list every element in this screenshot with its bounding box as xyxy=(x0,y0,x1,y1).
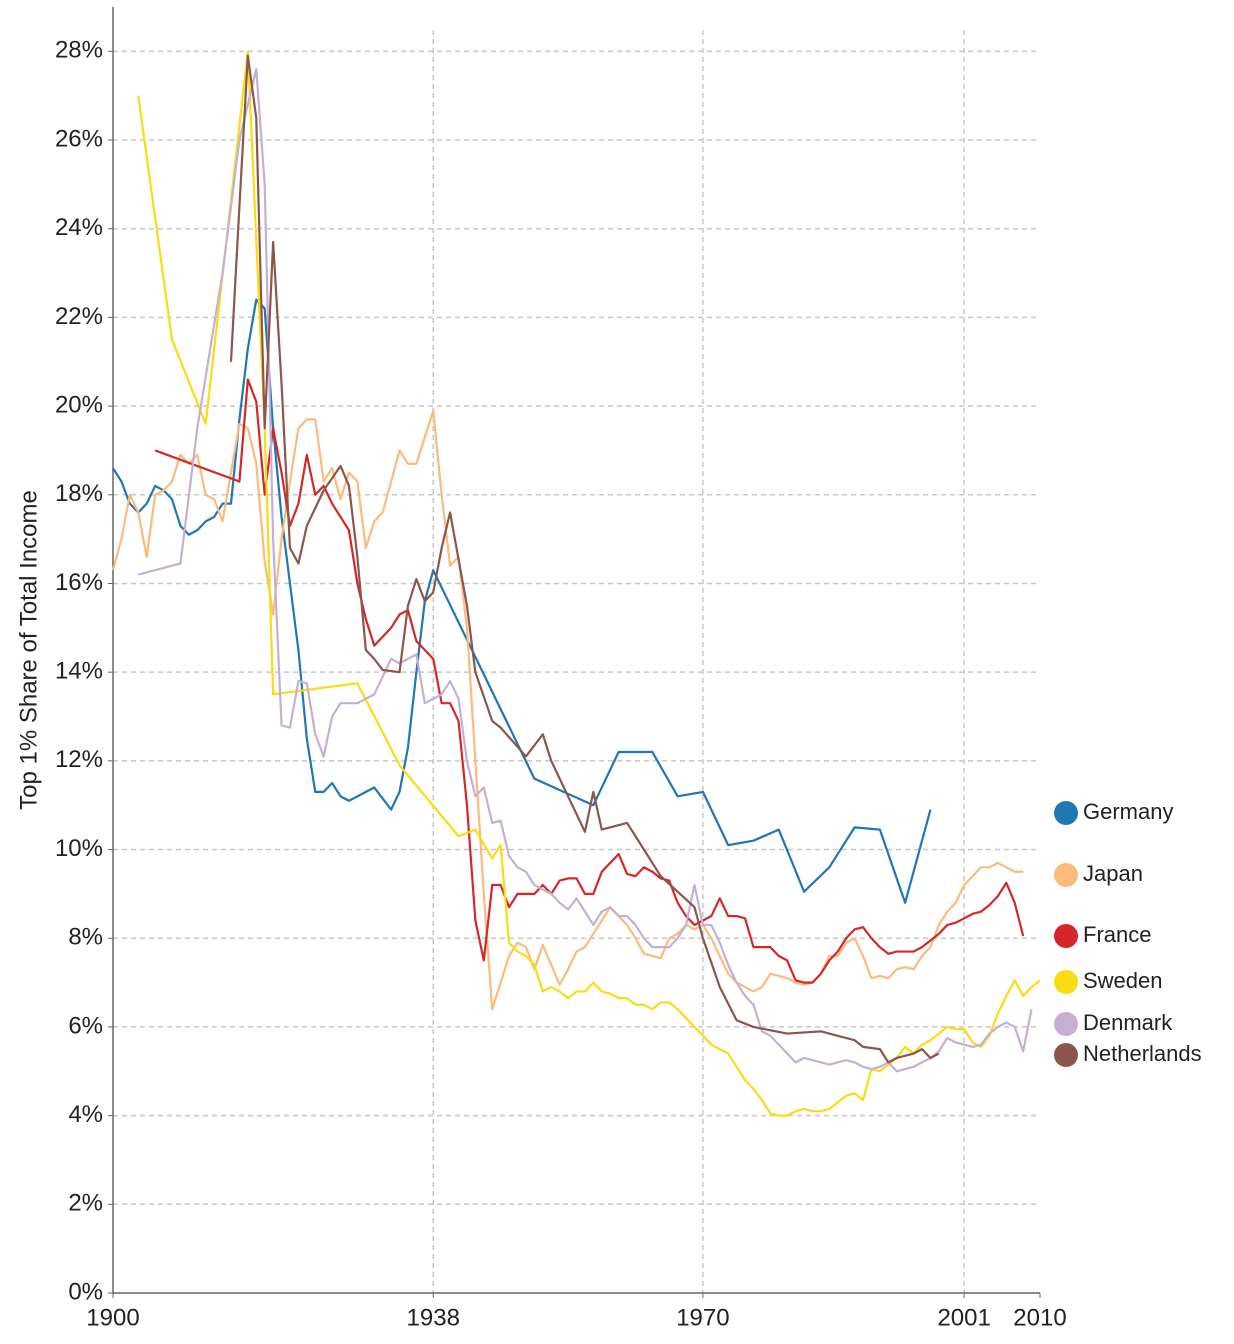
series-line xyxy=(111,409,1024,1011)
y-tick-label: 26% xyxy=(55,125,103,152)
y-tick-label: 24% xyxy=(55,214,103,241)
y-tick-label: 28% xyxy=(55,37,103,64)
legend-label: Netherlands xyxy=(1083,1041,1202,1066)
legend-marker xyxy=(1054,1012,1078,1036)
y-tick-label: 4% xyxy=(68,1101,103,1128)
legend-label: Germany xyxy=(1083,799,1173,824)
legend-marker xyxy=(1054,1043,1078,1067)
legend-marker xyxy=(1054,924,1078,948)
y-tick-label: 20% xyxy=(55,391,103,418)
x-tick-label: 1970 xyxy=(676,1304,729,1331)
y-tick-label: 8% xyxy=(68,924,103,951)
x-tick-label: 2010 xyxy=(1013,1304,1066,1331)
series-line xyxy=(138,67,1033,1073)
y-tick-label: 12% xyxy=(55,746,103,773)
y-tick-label: 10% xyxy=(55,835,103,862)
y-tick-label: 6% xyxy=(68,1012,103,1039)
series-line xyxy=(137,50,1041,1117)
y-tick-label: 14% xyxy=(55,658,103,685)
y-tick-label: 18% xyxy=(55,480,103,507)
y-tick-label: 0% xyxy=(68,1278,103,1305)
legend-label: France xyxy=(1083,922,1151,947)
legend-label: Sweden xyxy=(1083,968,1163,993)
series-line xyxy=(229,54,940,1064)
y-tick-label: 16% xyxy=(55,569,103,596)
legend-marker xyxy=(1054,970,1078,994)
x-tick-label: 2001 xyxy=(937,1304,990,1331)
x-tick-label: 1938 xyxy=(407,1304,460,1331)
x-tick-label: 1900 xyxy=(86,1304,139,1331)
y-tick-label: 2% xyxy=(68,1190,103,1217)
series-line xyxy=(112,298,932,904)
legend-marker xyxy=(1054,863,1078,887)
legend-label: Japan xyxy=(1083,861,1143,886)
legend-label: Denmark xyxy=(1083,1010,1173,1035)
y-tick-label: 22% xyxy=(55,303,103,330)
legend-marker xyxy=(1054,801,1078,825)
y-axis-title: Top 1% Share of Total Income xyxy=(15,490,42,810)
